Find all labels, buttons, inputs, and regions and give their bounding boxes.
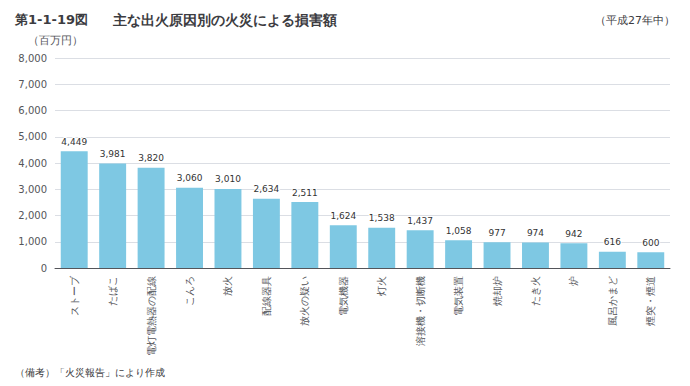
svg-text:1,437: 1,437 [407, 216, 433, 226]
svg-text:4,449: 4,449 [61, 137, 87, 147]
svg-text:942: 942 [565, 229, 582, 239]
svg-text:（備考）「火災報告」により作成: （備考）「火災報告」により作成 [15, 367, 165, 378]
svg-text:配線器具: 配線器具 [261, 276, 272, 316]
svg-text:6,000: 6,000 [18, 105, 47, 116]
svg-text:3,000: 3,000 [18, 184, 47, 195]
svg-text:3,820: 3,820 [138, 153, 164, 163]
svg-text:放火の疑い: 放火の疑い [299, 276, 310, 326]
svg-text:電気機器: 電気機器 [338, 276, 349, 316]
svg-text:4,000: 4,000 [18, 158, 47, 169]
svg-text:8,000: 8,000 [18, 53, 47, 64]
svg-text:616: 616 [604, 237, 621, 247]
svg-text:2,511: 2,511 [292, 188, 318, 198]
svg-text:たき火: たき火 [530, 276, 541, 306]
svg-text:0: 0 [41, 263, 47, 274]
svg-text:溶接機・切断機: 溶接機・切断機 [415, 276, 426, 346]
svg-text:974: 974 [527, 228, 544, 238]
svg-text:電気装置: 電気装置 [453, 276, 464, 316]
svg-text:こんろ: こんろ [184, 276, 195, 306]
svg-text:977: 977 [488, 228, 505, 238]
svg-text:電灯電熱器の配線: 電灯電熱器の配線 [146, 276, 157, 356]
svg-text:焼却炉: 焼却炉 [492, 276, 503, 306]
svg-text:（百万円）: （百万円） [28, 34, 83, 47]
svg-text:第1-1-19図: 第1-1-19図 [14, 12, 88, 27]
svg-text:3,010: 3,010 [215, 174, 241, 184]
svg-text:600: 600 [642, 238, 659, 248]
svg-text:灯火: 灯火 [376, 276, 387, 296]
svg-text:炉: 炉 [568, 276, 579, 286]
svg-text:3,060: 3,060 [177, 173, 203, 183]
svg-text:放火: 放火 [222, 276, 233, 296]
svg-text:主な出火原因別の火災による損害額: 主な出火原因別の火災による損害額 [112, 12, 337, 28]
svg-text:2,000: 2,000 [18, 210, 47, 221]
svg-text:7,000: 7,000 [18, 79, 47, 90]
svg-text:（平成27年中）: （平成27年中） [595, 14, 675, 27]
svg-text:たばこ: たばこ [107, 276, 118, 306]
svg-text:ストーブ: ストーブ [69, 275, 80, 316]
svg-text:1,538: 1,538 [369, 213, 395, 223]
svg-text:風呂かまど: 風呂かまど [607, 276, 618, 326]
svg-text:1,624: 1,624 [330, 211, 356, 221]
svg-text:3,981: 3,981 [100, 149, 126, 159]
svg-text:2,634: 2,634 [254, 184, 280, 194]
svg-text:煙突・煙道: 煙突・煙道 [645, 276, 656, 326]
svg-text:1,058: 1,058 [446, 226, 472, 236]
svg-text:1,000: 1,000 [18, 236, 47, 247]
svg-text:5,000: 5,000 [18, 131, 47, 142]
